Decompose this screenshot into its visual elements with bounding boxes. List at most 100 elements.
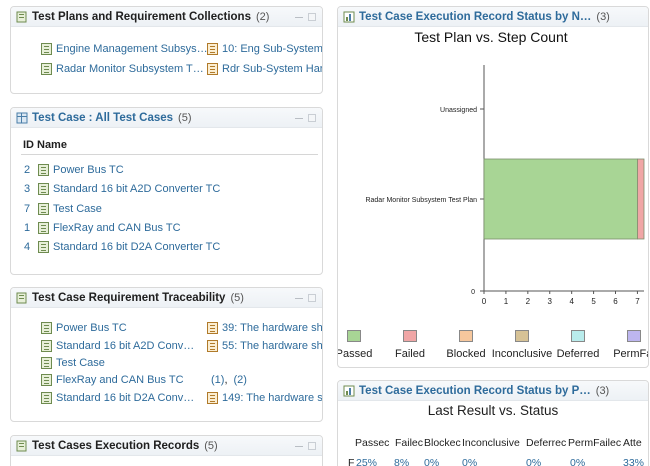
status-panel-count: (3): [595, 384, 610, 397]
collection-icon: [16, 11, 27, 22]
minimize-icon[interactable]: [295, 118, 303, 121]
list-item[interactable]: Standard 16 bit A2D Conv…: [41, 338, 201, 354]
chart-icon: [343, 11, 355, 22]
list-item[interactable]: 10: Eng Sub-System: [207, 41, 323, 57]
row-name[interactable]: Standard 16 bit A2D Converter TC: [53, 183, 221, 195]
traceability-panel: Test Case Requirement Traceability (5) P…: [10, 287, 323, 422]
x-tick-label: 5: [591, 297, 596, 306]
list-item[interactable]: Radar Monitor Subsystem T…: [41, 61, 209, 77]
requirement-item[interactable]: 149: The hardware s: [207, 390, 323, 406]
minimize-icon[interactable]: [295, 446, 303, 449]
table-row[interactable]: 3 Standard 16 bit A2D Converter TC: [24, 181, 314, 197]
list-item-label[interactable]: Standard 16 bit D2A Conv…: [56, 392, 195, 404]
list-item[interactable]: Power Bus TC: [41, 320, 201, 336]
list-item[interactable]: FlexRay and CAN Bus TC: [41, 372, 201, 388]
list-item-label[interactable]: Radar Monitor Subsystem T…: [56, 63, 204, 75]
table-row[interactable]: 1 FlexRay and CAN Bus TC: [24, 220, 314, 236]
table-row[interactable]: 7 Test Case: [24, 201, 314, 217]
maximize-icon[interactable]: [308, 293, 316, 302]
x-tick-label: 4: [569, 297, 574, 306]
legend-item-permfai[interactable]: PermFai: [602, 325, 648, 360]
row-name[interactable]: Test Case: [53, 203, 102, 215]
status-column-header: Blockec: [424, 437, 461, 449]
requirement-item[interactable]: 39: The hardware sh: [207, 320, 323, 336]
execution-records-title: Test Cases Execution Records: [32, 439, 200, 452]
x-tick-label: 7: [635, 297, 640, 306]
list-item-label[interactable]: 10: Eng Sub-System: [222, 43, 323, 55]
status-subtitle: Last Result vs. Status: [427, 403, 559, 418]
requirement-label[interactable]: 149: The hardware s: [222, 392, 323, 404]
traceability-header: Test Case Requirement Traceability (5): [11, 288, 322, 308]
list-item-label[interactable]: Standard 16 bit A2D Conv…: [56, 340, 195, 352]
row-name[interactable]: FlexRay and CAN Bus TC: [53, 222, 181, 234]
window-controls: [295, 441, 316, 450]
requirement-label[interactable]: 55: The hardware sh: [222, 340, 323, 352]
column-header-id[interactable]: ID: [23, 138, 34, 151]
legend-item-deferred[interactable]: Deferred: [546, 325, 610, 360]
y-tick-label: Radar Monitor Subsystem Test Plan: [365, 197, 477, 204]
test-plans-count: (2): [255, 10, 270, 23]
list-item-label[interactable]: Rdr Sub-System Har: [222, 63, 323, 75]
test-case-icon: [38, 164, 49, 176]
list-item[interactable]: Engine Management Subsys…: [41, 41, 209, 57]
requirement-link-2[interactable]: (2): [233, 374, 247, 386]
maximize-icon[interactable]: [308, 12, 316, 21]
requirement-label[interactable]: 39: The hardware sh: [222, 322, 323, 334]
maximize-icon[interactable]: [308, 441, 316, 450]
list-item-label[interactable]: Power Bus TC: [56, 322, 127, 334]
requirement-collection-icon: [207, 63, 218, 75]
legend-item-blocked[interactable]: Blocked: [434, 325, 498, 360]
test-case-icon: [38, 183, 49, 195]
window-controls: [295, 113, 316, 122]
list-item-label[interactable]: Engine Management Subsys…: [56, 43, 208, 55]
status-cell-value[interactable]: 0%: [424, 457, 440, 466]
requirement-link-1[interactable]: (1): [211, 374, 225, 386]
test-cases-panel: Test Case : All Test Cases (5) ID Name 2…: [10, 107, 323, 275]
x-tick-label: 2: [526, 297, 531, 306]
y-tick-label: Unassigned: [440, 107, 477, 114]
chart-legend: Passed Failed Blocked Inconclusive Deferred P…: [338, 325, 648, 361]
y-zero-label: 0: [471, 289, 475, 296]
requirement-item[interactable]: 55: The hardware sh: [207, 338, 323, 354]
list-item[interactable]: Standard 16 bit D2A Conv…: [41, 390, 201, 406]
minimize-icon[interactable]: [295, 17, 303, 20]
collection-icon: [16, 440, 27, 451]
row-name[interactable]: Power Bus TC: [53, 164, 124, 176]
list-item[interactable]: Rdr Sub-System Har: [207, 61, 323, 77]
execution-records-header: Test Cases Execution Records (5): [11, 436, 322, 456]
minimize-icon[interactable]: [295, 298, 303, 301]
status-column-header: Failec: [395, 437, 424, 449]
table-row[interactable]: 4 Standard 16 bit D2A Converter TC: [24, 239, 314, 255]
status-column-header: Deferrec: [526, 437, 567, 449]
list-item-label[interactable]: FlexRay and CAN Bus TC: [56, 374, 184, 386]
test-plans-title: Test Plans and Requirement Collections: [32, 10, 251, 23]
bar-failed: [637, 158, 645, 240]
status-cell-value[interactable]: 0%: [526, 457, 542, 466]
maximize-icon[interactable]: [308, 113, 316, 122]
x-tick-label: 6: [613, 297, 618, 306]
test-case-icon: [38, 203, 49, 215]
test-case-icon: [41, 392, 52, 404]
table-row[interactable]: 2 Power Bus TC: [24, 162, 314, 178]
window-controls: [295, 12, 316, 21]
legend-swatch: [571, 330, 585, 342]
test-case-icon: [41, 357, 52, 369]
status-cell-value[interactable]: 8%: [394, 457, 410, 466]
column-header-name[interactable]: Name: [37, 138, 67, 151]
row-name[interactable]: Standard 16 bit D2A Converter TC: [53, 241, 221, 253]
list-item-label[interactable]: Test Case: [56, 357, 105, 369]
status-cell-value[interactable]: 0%: [570, 457, 586, 466]
legend-item-passed[interactable]: Passed: [337, 325, 386, 360]
table-icon: [16, 112, 28, 123]
x-tick-label: 3: [548, 297, 553, 306]
legend-label: Passed: [337, 348, 373, 360]
status-cell-value[interactable]: 33%: [623, 457, 645, 466]
chart-panel: Test Case Execution Record Status by N… …: [337, 6, 649, 368]
legend-item-failed[interactable]: Failed: [378, 325, 442, 360]
status-cell-value[interactable]: 0%: [462, 457, 478, 466]
legend-item-inconclusive[interactable]: Inconclusive: [490, 325, 554, 360]
list-item[interactable]: Test Case: [41, 355, 201, 371]
status-column-header: Inconclusive: [462, 437, 520, 449]
legend-label: PermFai: [613, 348, 648, 360]
status-cell-value[interactable]: 25%: [356, 457, 378, 466]
